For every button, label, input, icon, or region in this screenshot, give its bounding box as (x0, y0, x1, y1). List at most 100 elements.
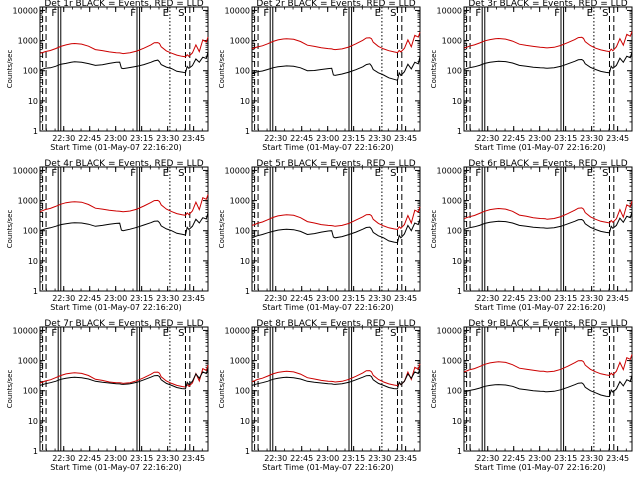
x-tick-label: 23:30 (368, 134, 391, 143)
y-tick-label: 10000 (225, 6, 250, 15)
x-tick-label: 23:00 (316, 294, 339, 303)
y-tick-label: 10000 (225, 326, 250, 335)
y-axis-label: Counts/sec (6, 50, 14, 89)
x-tick-label: 23:45 (182, 294, 205, 303)
x-tick-label: 23:15 (130, 294, 153, 303)
x-tick-label: 22:45 (502, 134, 525, 143)
x-tick-label: 23:15 (342, 454, 365, 463)
plot-frame (463, 326, 633, 452)
marker-label: F (51, 168, 57, 179)
marker-label: S (390, 8, 396, 19)
series-lld-line (463, 354, 633, 377)
series-lld-line (39, 365, 209, 388)
x-tick-label: 23:45 (182, 454, 205, 463)
x-tick-label: 23:30 (156, 294, 179, 303)
marker-label: F (51, 328, 57, 339)
x-tick-label: 23:45 (182, 134, 205, 143)
y-axis-label: Counts/sec (6, 210, 14, 249)
x-tick-label: 23:15 (342, 294, 365, 303)
marker-label: F (475, 328, 481, 339)
marker-label: F (475, 168, 481, 179)
y-tick-label: 100 (23, 67, 38, 76)
marker-label: S (178, 8, 184, 19)
y-tick-label: 10 (28, 97, 38, 106)
y-tick-label: 10000 (13, 166, 38, 175)
y-tick-label: 10 (452, 257, 462, 266)
x-tick-label: 22:30 (52, 454, 75, 463)
x-tick-label: 22:45 (502, 294, 525, 303)
x-axis-label: Start Time (01-May-07 22:16:20) (474, 143, 605, 152)
y-tick-label: 1000 (442, 357, 462, 366)
y-tick-label: 100 (447, 387, 462, 396)
y-tick-label: 1000 (18, 37, 38, 46)
plot-frame (251, 6, 421, 132)
y-tick-label: 100 (235, 227, 250, 236)
y-tick-label: 10 (452, 97, 462, 106)
y-tick-label: 100 (447, 227, 462, 236)
series-events-line (39, 51, 209, 74)
y-axis-label: Counts/sec (218, 50, 226, 89)
x-tick-label: 23:30 (368, 294, 391, 303)
y-tick-label: 1000 (230, 197, 250, 206)
x-tick-label: 23:30 (156, 134, 179, 143)
y-tick-label: 1000 (442, 197, 462, 206)
y-axis-label: Counts/sec (218, 210, 226, 249)
y-tick-label: 100 (235, 387, 250, 396)
x-tick-label: 23:15 (554, 294, 577, 303)
y-tick-label: 10000 (437, 326, 462, 335)
y-tick-label: 100 (23, 387, 38, 396)
x-tick-label: 22:30 (52, 134, 75, 143)
y-tick-label: 1000 (442, 37, 462, 46)
y-axis-label: Counts/sec (6, 370, 14, 409)
y-tick-label: 10000 (13, 6, 38, 15)
x-tick-label: 23:45 (394, 454, 417, 463)
x-tick-label: 22:45 (78, 454, 101, 463)
marker-label: F (51, 8, 57, 19)
marker-label: F (130, 8, 136, 19)
marker-label: E (163, 8, 169, 19)
x-tick-label: 23:45 (606, 454, 629, 463)
series-events-line (251, 368, 421, 390)
x-tick-label: 22:30 (264, 134, 287, 143)
y-tick-label: 1 (33, 447, 38, 456)
marker-label: S (390, 168, 396, 179)
series-events-line (463, 374, 633, 398)
chart-title: Det 3r BLACK = Events, RED = LLD (468, 0, 627, 9)
marker-label: S (178, 168, 184, 179)
x-tick-label: 22:30 (476, 294, 499, 303)
marker-label: S (602, 168, 608, 179)
y-axis-label: Counts/sec (430, 370, 438, 409)
y-axis-label: Counts/sec (430, 50, 438, 89)
x-tick-label: 22:30 (476, 134, 499, 143)
x-tick-label: 23:00 (104, 294, 127, 303)
x-tick-label: 22:45 (290, 294, 313, 303)
series-lld-line (251, 206, 421, 231)
chart-panel: Det 9r BLACK = Events, RED = LLD 1 10 100 10… (430, 319, 633, 472)
marker-label: E (375, 168, 381, 179)
x-tick-label: 23:15 (130, 454, 153, 463)
series-lld-line (251, 363, 421, 387)
y-tick-label: 10 (28, 417, 38, 426)
x-tick-label: 23:00 (316, 454, 339, 463)
x-tick-label: 23:15 (130, 134, 153, 143)
marker-label: F (342, 8, 348, 19)
y-tick-label: 1 (33, 127, 38, 136)
series-events-line (39, 212, 209, 236)
y-tick-label: 10000 (437, 166, 462, 175)
x-tick-label: 22:30 (476, 454, 499, 463)
y-tick-label: 1 (245, 287, 250, 296)
chart-panel: Det 8r BLACK = Events, RED = LLD 1 10 100 10… (218, 319, 421, 472)
marker-label: S (602, 328, 608, 339)
chart-title: Det 2r BLACK = Events, RED = LLD (256, 0, 415, 9)
x-tick-label: 22:30 (52, 294, 75, 303)
x-tick-label: 23:30 (580, 134, 603, 143)
y-tick-label: 100 (447, 67, 462, 76)
y-tick-label: 10000 (13, 326, 38, 335)
x-tick-label: 22:45 (502, 454, 525, 463)
x-tick-label: 23:00 (528, 454, 551, 463)
x-tick-label: 23:45 (606, 134, 629, 143)
marker-label: F (263, 8, 269, 19)
x-tick-label: 23:15 (554, 454, 577, 463)
y-tick-label: 1000 (230, 37, 250, 46)
marker-label: S (178, 328, 184, 339)
